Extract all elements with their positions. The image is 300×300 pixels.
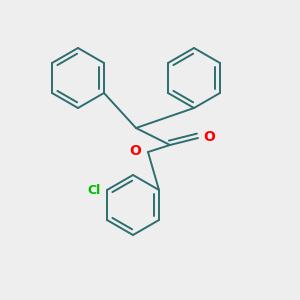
Text: O: O: [129, 144, 141, 158]
Text: Cl: Cl: [88, 184, 101, 196]
Text: O: O: [203, 130, 215, 144]
